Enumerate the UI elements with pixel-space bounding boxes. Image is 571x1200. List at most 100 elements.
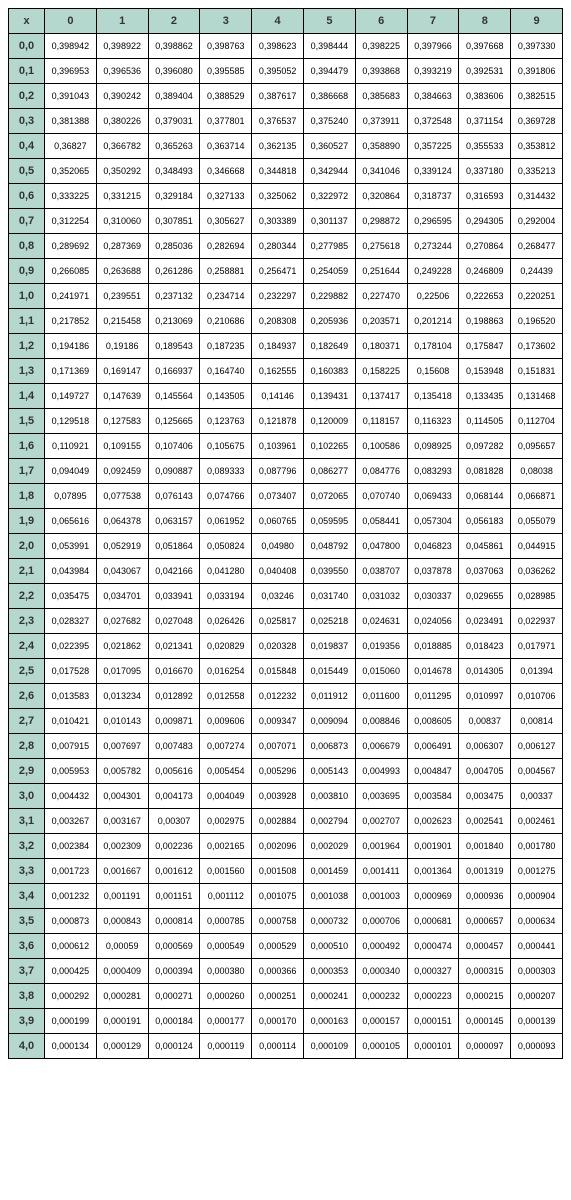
cell: 0,08038 xyxy=(511,459,563,484)
cell: 0,059595 xyxy=(303,509,355,534)
table-row: 1,40,1497270,1476390,1455640,1435050,141… xyxy=(9,384,563,409)
cell: 0,287369 xyxy=(96,234,148,259)
cell: 0,001667 xyxy=(96,859,148,884)
cell: 0,000184 xyxy=(148,1009,200,1034)
cell: 0,000758 xyxy=(252,909,304,934)
cell: 0,301137 xyxy=(303,209,355,234)
cell: 0,011600 xyxy=(355,684,407,709)
row-header: 1,4 xyxy=(9,384,45,409)
cell: 0,363714 xyxy=(200,134,252,159)
cell: 0,000109 xyxy=(303,1034,355,1059)
cell: 0,001003 xyxy=(355,884,407,909)
cell: 0,285036 xyxy=(148,234,200,259)
col-header-0: 0 xyxy=(45,9,97,34)
cell: 0,072065 xyxy=(303,484,355,509)
cell: 0,000129 xyxy=(96,1034,148,1059)
cell: 0,397966 xyxy=(407,34,459,59)
cell: 0,002309 xyxy=(96,834,148,859)
table-row: 1,80,078950,0775380,0761430,0747660,0734… xyxy=(9,484,563,509)
row-header: 1,5 xyxy=(9,409,45,434)
cell: 0,393219 xyxy=(407,59,459,84)
cell: 0,073407 xyxy=(252,484,304,509)
cell: 0,095657 xyxy=(511,434,563,459)
cell: 0,033194 xyxy=(200,584,252,609)
row-header: 2,5 xyxy=(9,659,45,684)
cell: 0,237132 xyxy=(148,284,200,309)
cell: 0,007071 xyxy=(252,734,304,759)
cell: 0,001840 xyxy=(459,834,511,859)
cell: 0,000732 xyxy=(303,909,355,934)
cell: 0,038707 xyxy=(355,559,407,584)
cell: 0,033941 xyxy=(148,584,200,609)
cell: 0,014305 xyxy=(459,659,511,684)
row-header: 0,4 xyxy=(9,134,45,159)
cell: 0,058441 xyxy=(355,509,407,534)
row-header: 0,3 xyxy=(9,109,45,134)
cell: 0,061952 xyxy=(200,509,252,534)
cell: 0,021862 xyxy=(96,634,148,659)
cell: 0,289692 xyxy=(45,234,97,259)
table-row: 0,20,3910430,3902420,3894040,3885290,387… xyxy=(9,84,563,109)
table-row: 3,70,0004250,0004090,0003940,0003800,000… xyxy=(9,959,563,984)
cell: 0,004173 xyxy=(148,784,200,809)
cell: 0,357225 xyxy=(407,134,459,159)
cell: 0,131468 xyxy=(511,384,563,409)
cell: 0,037878 xyxy=(407,559,459,584)
row-header: 2,0 xyxy=(9,534,45,559)
cell: 0,028327 xyxy=(45,609,97,634)
cell: 0,019837 xyxy=(303,634,355,659)
cell: 0,001560 xyxy=(200,859,252,884)
cell: 0,018423 xyxy=(459,634,511,659)
cell: 0,327133 xyxy=(200,184,252,209)
cell: 0,052919 xyxy=(96,534,148,559)
cell: 0,000251 xyxy=(252,984,304,1009)
cell: 0,003167 xyxy=(96,809,148,834)
cell: 0,194186 xyxy=(45,334,97,359)
col-header-7: 7 xyxy=(407,9,459,34)
cell: 0,398862 xyxy=(148,34,200,59)
cell: 0,189543 xyxy=(148,334,200,359)
cell: 0,398623 xyxy=(252,34,304,59)
cell: 0,118157 xyxy=(355,409,407,434)
row-header: 2,9 xyxy=(9,759,45,784)
cell: 0,000492 xyxy=(355,934,407,959)
cell: 0,011295 xyxy=(407,684,459,709)
cell: 0,045861 xyxy=(459,534,511,559)
cell: 0,292004 xyxy=(511,209,563,234)
cell: 0,391806 xyxy=(511,59,563,84)
cell: 0,000904 xyxy=(511,884,563,909)
cell: 0,000114 xyxy=(252,1034,304,1059)
cell: 0,350292 xyxy=(96,159,148,184)
cell: 0,158225 xyxy=(355,359,407,384)
table-row: 1,60,1109210,1091550,1074060,1056750,103… xyxy=(9,434,563,459)
cell: 0,000549 xyxy=(200,934,252,959)
cell: 0,391043 xyxy=(45,84,97,109)
cell: 0,043067 xyxy=(96,559,148,584)
cell: 0,009094 xyxy=(303,709,355,734)
cell: 0,305627 xyxy=(200,209,252,234)
cell: 0,352065 xyxy=(45,159,97,184)
cell: 0,001075 xyxy=(252,884,304,909)
row-header: 3,3 xyxy=(9,859,45,884)
cell: 0,266085 xyxy=(45,259,97,284)
cell: 0,162555 xyxy=(252,359,304,384)
cell: 0,307851 xyxy=(148,209,200,234)
cell: 0,000340 xyxy=(355,959,407,984)
cell: 0,000327 xyxy=(407,959,459,984)
cell: 0,012892 xyxy=(148,684,200,709)
cell: 0,000271 xyxy=(148,984,200,1009)
cell: 0,046823 xyxy=(407,534,459,559)
cell: 0,039550 xyxy=(303,559,355,584)
cell: 0,137417 xyxy=(355,384,407,409)
cell: 0,397668 xyxy=(459,34,511,59)
cell: 0,398942 xyxy=(45,34,97,59)
cell: 0,380226 xyxy=(96,109,148,134)
cell: 0,000612 xyxy=(45,934,97,959)
table-row: 1,00,2419710,2395510,2371320,2347140,232… xyxy=(9,284,563,309)
cell: 0,031032 xyxy=(355,584,407,609)
cell: 0,396536 xyxy=(96,59,148,84)
cell: 0,143505 xyxy=(200,384,252,409)
cell: 0,001612 xyxy=(148,859,200,884)
cell: 0,001780 xyxy=(511,834,563,859)
cell: 0,000232 xyxy=(355,984,407,1009)
